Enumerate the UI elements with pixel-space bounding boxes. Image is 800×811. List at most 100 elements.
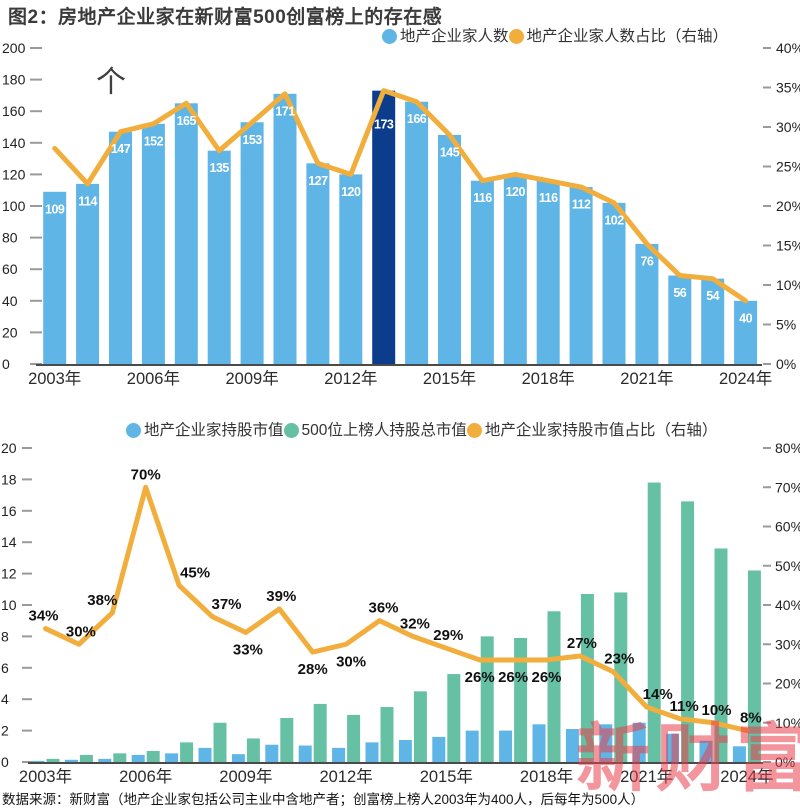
right-axis-label: 30% [776,119,800,135]
line-pct-label: 27% [567,635,597,652]
x-axis-label: 2018年 [522,369,575,388]
x-axis-label: 2021年 [620,767,673,786]
right-axis-label: 20% [775,676,800,692]
line-pct-label: 28% [298,661,328,678]
left-axis-label: 80 [2,230,18,246]
bar-2003 [43,191,67,364]
bar-2003 [31,760,45,762]
left-axis-label: 140 [2,135,26,151]
right-axis-label: 15% [776,238,800,254]
x-axis-label: 2009年 [219,767,272,786]
bar-2017 [499,730,513,762]
bar-value-label: 166 [407,112,427,126]
bar-2004 [79,754,93,762]
bar-2021 [632,722,646,762]
right-axis-label: 80% [775,440,800,456]
line-pct-label: 11% [669,698,698,715]
right-axis-label: 35% [776,80,800,96]
left-axis-label: 18 [1,471,17,487]
bar-value-label: 109 [45,202,65,216]
bar-2008 [213,722,227,762]
right-axis-label: 10% [775,715,800,731]
bar-2016 [465,730,479,762]
left-axis-label: 4 [1,691,9,707]
data-source: 数据来源：新财富（地产企业家包括公司主业中含地产者；创富榜上榜人2003年为40… [2,792,645,807]
market-cap-chart: 02468101214161820万亿元0%10%20%30%40%50%60%… [1,440,800,786]
bar-value-label: 120 [506,185,526,199]
x-axis-label: 2015年 [423,369,476,388]
bar-2019 [569,187,593,364]
bar-2022 [666,733,680,762]
left-axis-unit: 个 [96,66,126,99]
bar-2009 [246,738,260,762]
bar-2023 [714,548,728,762]
legend-label: 地产企业家人数占比（右轴） [526,28,729,45]
bar-value-label: 102 [604,213,624,227]
bar-value-label: 114 [78,194,97,208]
chart1-legend: 地产企业家人数 地产企业家人数占比（右轴） [382,29,728,45]
bar-value-label: 135 [210,161,230,175]
right-axis-label: 30% [775,636,800,652]
x-axis-label: 2003年 [28,369,81,388]
people-count-chart: 0 20 40 60 80 100 120 140 160 180 200 个 0% 5% 10% 15% 20… [2,40,800,388]
line-pct-label: 33% [233,641,263,658]
left-axis-label: 20 [1,440,17,456]
left-axis-label: 16 [1,503,17,519]
line-pct-label: 70% [131,466,161,483]
line-pct-label: 34% [28,608,58,625]
left-axis-label: 120 [2,166,26,182]
legend-dot-orange-icon [508,29,524,45]
bar-2005 [113,753,127,762]
ratio-line [43,484,750,734]
line-pct-label: 30% [66,623,96,640]
bar-value-label: 40 [739,311,752,325]
bar-value-label: 54 [706,289,719,303]
left-axis-label: 20 [2,324,18,340]
bar-2019 [580,594,594,762]
bar-2015 [432,736,446,762]
left-axis-label: 160 [2,103,26,119]
legend-item: 地产企业家人数 [382,29,509,45]
x-axis-label: 2018年 [520,767,573,786]
bar-2019 [565,729,579,762]
bar-2006 [131,754,145,762]
bar-value-label: 120 [341,185,361,199]
bar-2013 [365,742,379,762]
left-axis-label: 60 [2,261,18,277]
left-axis-label: 0 [2,356,10,372]
bar-2013 [380,707,394,762]
figure-title: 图2：房地产企业家在新财富500创富榜上的存在感 [8,7,443,28]
bar-2012 [332,747,346,762]
line-pct-label: 10% [701,702,731,719]
right-axis-label: 20% [776,198,800,214]
bar-2007 [165,753,179,762]
left-axis-label: 40 [2,293,18,309]
bar-2017 [503,174,527,364]
bar-2009 [240,122,264,364]
bar-2020 [602,202,626,364]
bar-value-label: 171 [275,104,295,118]
bar-2020 [599,724,613,762]
bar-value-label: 116 [473,191,492,205]
bar-2014 [413,691,427,762]
bar-2016 [480,636,494,762]
bar-2008 [198,747,212,762]
bar-value-label: 112 [572,198,591,212]
right-axis-label: 40% [776,40,800,56]
left-axis-label: 200 [2,40,26,56]
bar-2022 [681,501,695,762]
line-pct-label: 45% [180,564,210,581]
line-pct-label: 37% [211,596,241,613]
line-pct-label: 26% [498,669,528,686]
legend-dot-orange-icon [466,423,482,439]
bar-2006 [141,123,165,364]
bar-2024 [734,300,758,364]
legend-item: 地产企业家持股市值占比（右轴） [466,423,717,439]
bar-2006 [146,751,160,762]
bar-2004 [64,759,78,762]
line-pct-label: 26% [531,669,561,686]
watermark: 新财富 [576,717,800,800]
legend-label: 地产企业家持股市值 [144,422,284,439]
bar-2007 [180,742,194,762]
